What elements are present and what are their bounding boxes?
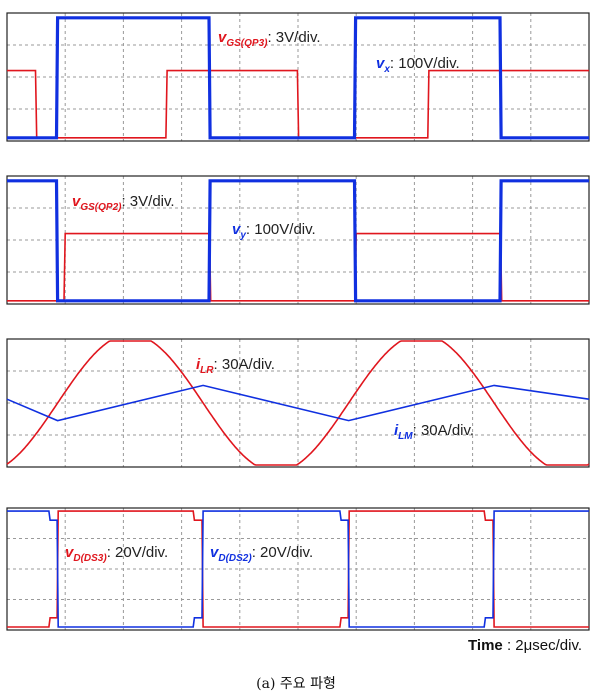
series-symbol: v [232, 221, 242, 238]
series-symbol: i [196, 356, 201, 373]
series-scale: : 20V/div. [107, 544, 168, 561]
series-scale: : 3V/div. [267, 29, 320, 46]
series-symbol: v [72, 193, 82, 210]
time-scale-key: Time [468, 637, 503, 654]
series-label-lm: iLM: 30A/div. [394, 422, 474, 442]
series-symbol: v [218, 29, 228, 46]
series-subscript: GS(QP3) [226, 38, 268, 49]
panel-grid [7, 176, 589, 304]
series-subscript: x [383, 64, 390, 75]
series-subscript: y [239, 230, 246, 241]
series-symbol: i [394, 422, 399, 439]
series-label-dds3: vD(DS3): 20V/div. [65, 544, 168, 564]
panel-second: vGS(QP2): 3V/div.vy: 100V/div. [6, 175, 590, 305]
time-scale-value: : 2μsec/div. [506, 637, 582, 654]
series-scale: : 3V/div. [121, 193, 174, 210]
series-label-lr: iLR: 30A/div. [196, 356, 275, 376]
series-line-lr [6, 340, 590, 466]
series-label-dds2: vD(DS2): 20V/div. [210, 544, 313, 564]
series-label-x: vx: 100V/div. [376, 55, 460, 75]
series-line-x [7, 16, 589, 140]
series-subscript: GS(QP2) [80, 202, 122, 213]
series-label-gsqp3: vGS(QP3): 3V/div. [218, 29, 321, 49]
series-label-y: vy: 100V/div. [232, 221, 316, 241]
panel-frame [6, 175, 590, 305]
series-subscript: D(DS2) [218, 553, 252, 564]
panel-frame [6, 12, 590, 142]
series-symbol: v [65, 544, 75, 561]
panel-third: iLR: 30A/div.iLM: 30A/div. [6, 338, 590, 468]
panel-frame [6, 338, 590, 468]
panel-grid [7, 508, 589, 630]
series-subscript: LM [398, 431, 413, 442]
series-line-dds2 [7, 510, 589, 628]
series-subscript: LR [200, 365, 214, 376]
series-line-y [7, 179, 589, 303]
series-scale: : 100V/div. [246, 221, 316, 238]
panel-frame [6, 507, 590, 631]
series-scale: : 30A/div. [413, 422, 474, 439]
series-label-gsqp2: vGS(QP2): 3V/div. [72, 193, 175, 213]
panel-bottom: vD(DS3): 20V/div. vD(DS2): 20V/div. [6, 507, 590, 631]
panel-top: vGS(QP3): 3V/div.vx: 100V/div. [6, 12, 590, 142]
time-scale-label: Time : 2μsec/div. [468, 637, 582, 654]
series-symbol: v [376, 55, 386, 72]
series-subscript: D(DS3) [73, 553, 107, 564]
figure-caption: (a) 주요 파형 [256, 676, 336, 692]
series-symbol: v [210, 544, 220, 561]
series-scale: : 20V/div. [252, 544, 313, 561]
oscilloscope-chart: vGS(QP3): 3V/div.vx: 100V/div.vGS(QP2): … [6, 12, 590, 631]
series-scale: : 100V/div. [390, 55, 460, 72]
series-line-gsqp3 [7, 69, 589, 139]
series-line-dds3 [7, 510, 589, 628]
series-scale: : 30A/div. [214, 356, 275, 373]
series-line-lm [6, 384, 590, 422]
panel-grid [7, 339, 589, 467]
